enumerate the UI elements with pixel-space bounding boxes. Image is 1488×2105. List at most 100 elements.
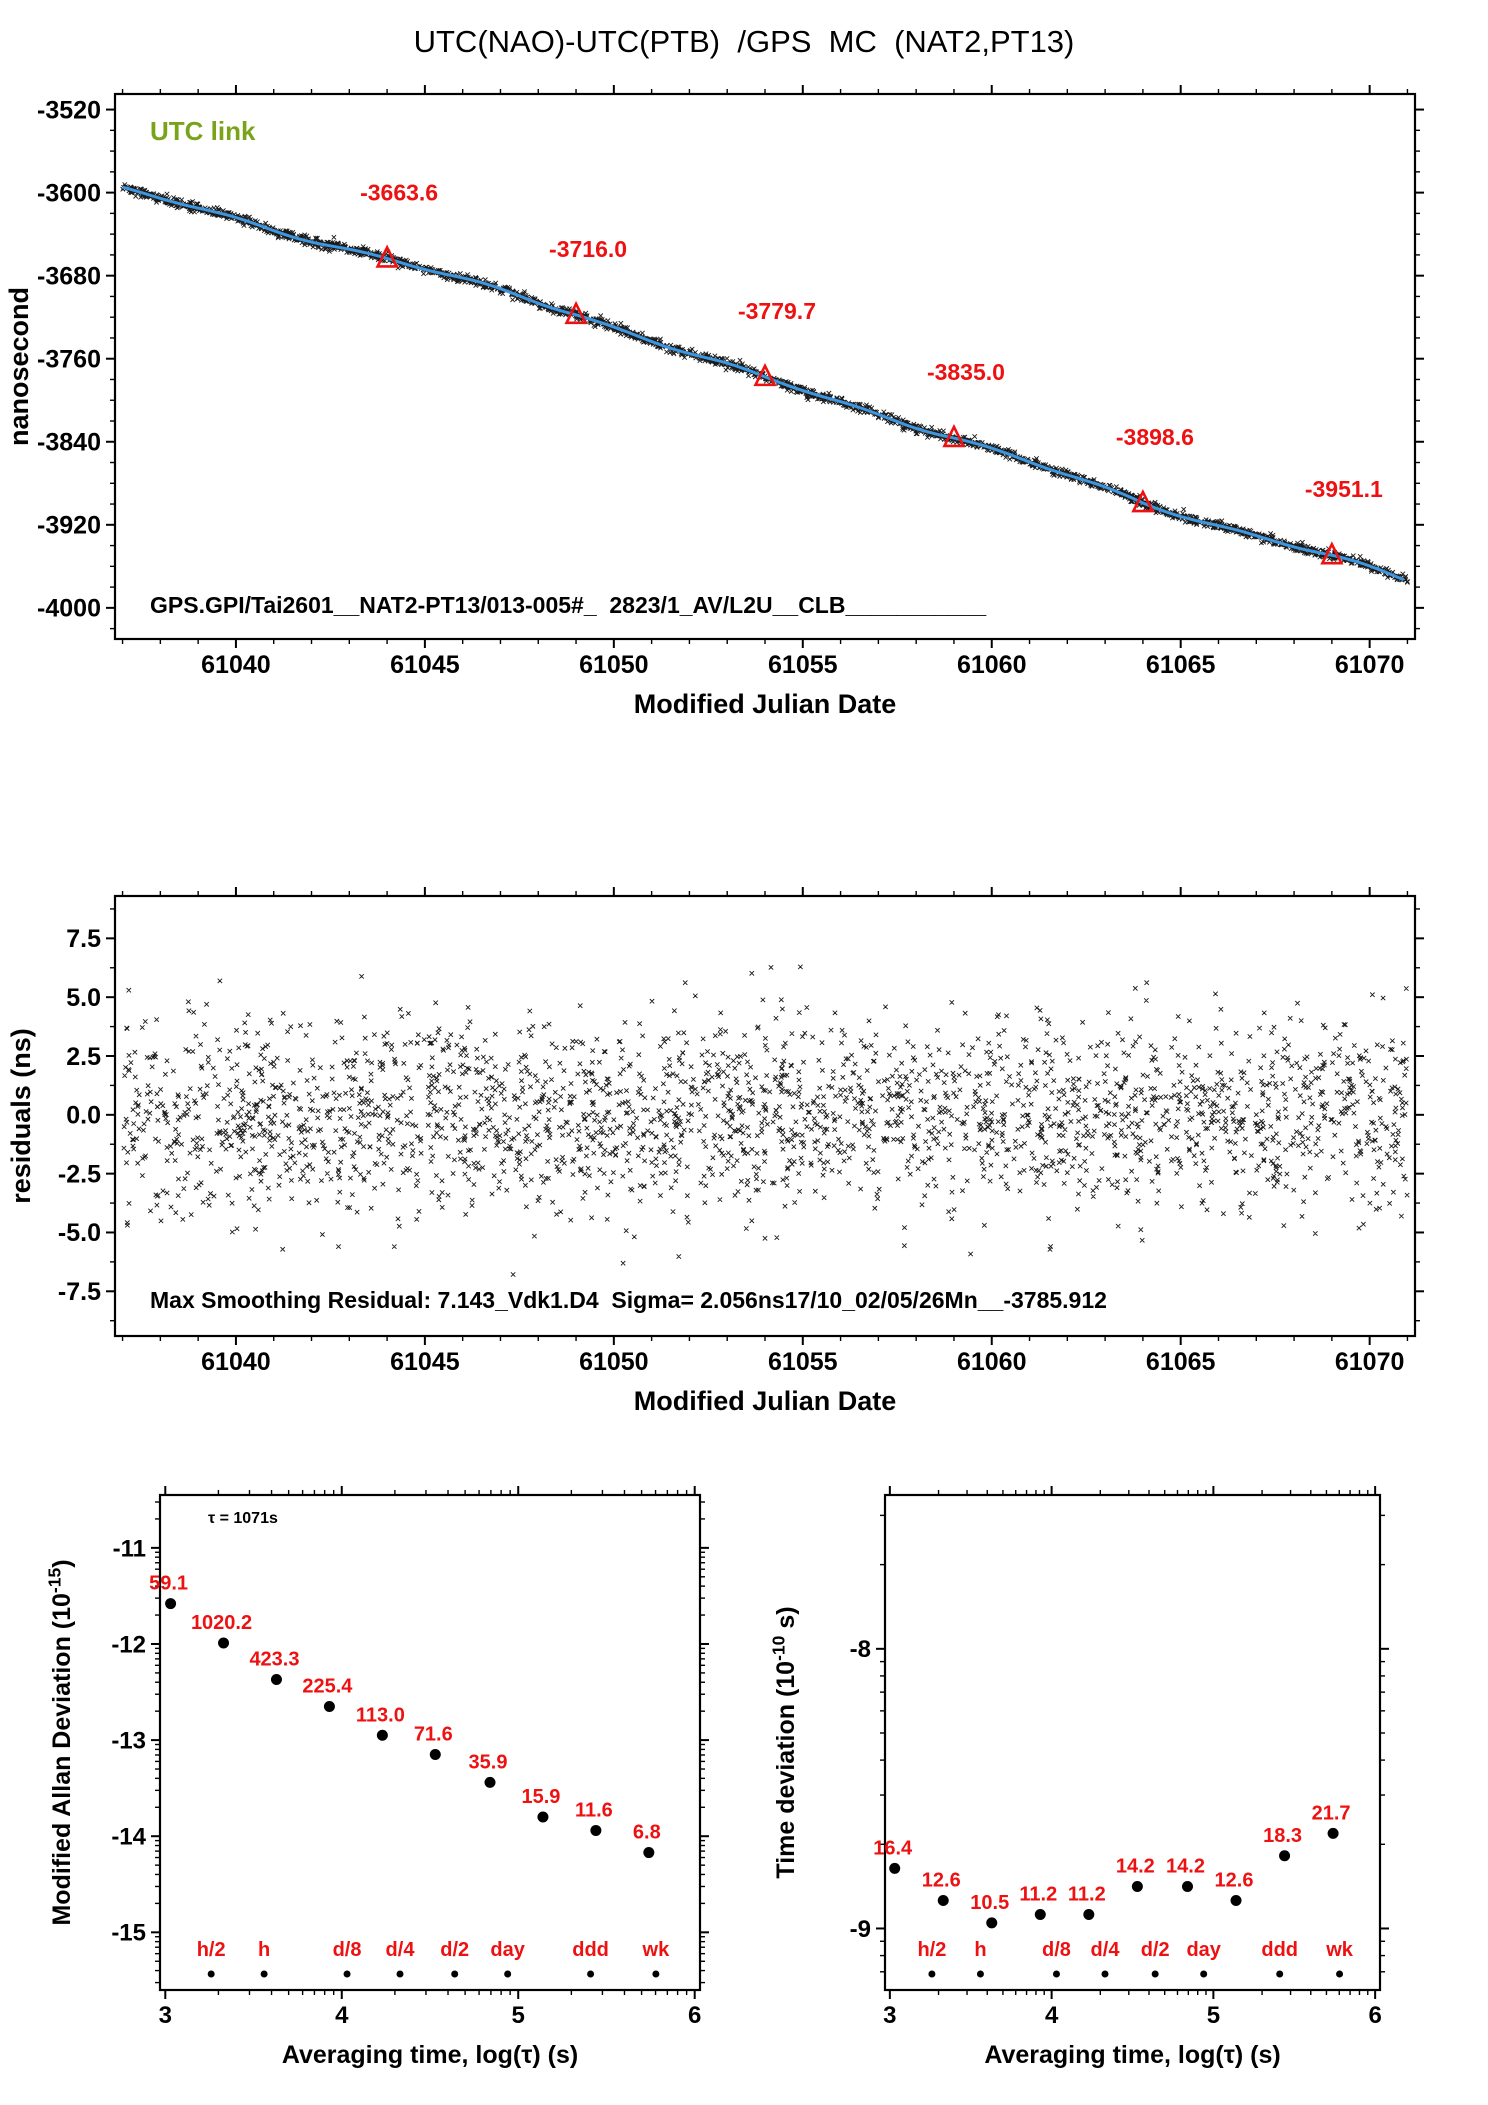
deviation-value-label: 12.6	[922, 1870, 961, 1892]
y-tick-label: -9	[850, 1916, 871, 1943]
calibration-triangle-marker	[1131, 489, 1155, 513]
deviation-value-label: 113.0	[356, 1704, 405, 1726]
marker-value-label: -3779.7	[738, 298, 816, 324]
deviation-value-label: 11.2	[1068, 1883, 1106, 1905]
y-tick-label: 7.5	[66, 925, 101, 953]
y-axis-title: residuals (ns)	[6, 1028, 36, 1204]
y-tick-label: -7.5	[58, 1278, 101, 1306]
y-tick-label: -11	[113, 1535, 146, 1562]
time-span-dot	[976, 1970, 984, 1978]
time-span-label: d/2	[440, 1939, 469, 1961]
deviation-point	[986, 1917, 998, 1929]
time-span-dot	[652, 1970, 660, 1978]
time-span-label: wk	[1325, 1939, 1354, 1961]
y-tick-label: -3760	[37, 345, 101, 373]
time-span-dot	[451, 1970, 459, 1978]
deviation-point	[1279, 1850, 1291, 1862]
x-axis-title: Averaging time, log(τ) (s)	[282, 2041, 578, 2069]
time-span-dot	[587, 1970, 595, 1978]
y-tick-label: 5.0	[66, 984, 101, 1012]
dataset-caption: GPS.GPI/Tai2601__NAT2-PT13/013-005#_ 282…	[150, 592, 986, 618]
x-tick-label: 5	[512, 2002, 525, 2029]
y-tick-label: -3520	[37, 96, 101, 124]
calibration-triangle-marker	[942, 424, 966, 448]
time-span-dot	[928, 1970, 936, 1978]
x-tick-label: 61045	[390, 651, 460, 679]
deviation-point	[165, 1598, 177, 1610]
y-tick-label: -3920	[37, 512, 101, 540]
y-tick-label: -3840	[37, 429, 101, 457]
calibration-triangle-marker	[753, 362, 777, 387]
deviation-point	[376, 1729, 388, 1741]
deviation-point	[889, 1862, 901, 1874]
x-tick-label: 6	[1368, 2002, 1381, 2029]
deviation-point	[323, 1700, 335, 1712]
page-title: UTC(NAO)-UTC(PTB) /GPS MC (NAT2,PT13)	[413, 24, 1075, 59]
time-span-label: d/2	[1141, 1939, 1170, 1961]
y-tick-label: 0.0	[66, 1102, 101, 1130]
deviation-value-label: 15.9	[521, 1786, 560, 1808]
marker-value-label: -3716.0	[549, 236, 627, 262]
deviation-point	[1327, 1827, 1339, 1839]
y-tick-label: -2.5	[58, 1160, 101, 1188]
time-span-label: ddd	[572, 1939, 609, 1961]
time-span-dot	[1151, 1970, 1159, 1978]
residuals-scatter	[121, 964, 1410, 1278]
calibration-triangle-marker	[564, 300, 588, 325]
marker-value-label: -3898.6	[1116, 424, 1194, 450]
y-axis-title: Modified Allan Deviation (10-15)	[45, 1559, 77, 1925]
y-tick-label: -5.0	[58, 1219, 101, 1247]
time-span-label: h	[974, 1939, 986, 1961]
deviation-point	[1182, 1881, 1193, 1893]
deviation-point	[218, 1637, 230, 1649]
deviation-value-label: 1020.2	[191, 1612, 252, 1634]
y-tick-label: -4000	[37, 595, 101, 623]
deviation-value-label: 71.6	[414, 1724, 453, 1746]
y-tick-label: -13	[111, 1727, 146, 1754]
deviation-point	[937, 1895, 949, 1907]
time-span-label: h/2	[197, 1939, 226, 1961]
tau-annotation: τ = 1071s	[208, 1510, 278, 1527]
time-span-dot	[396, 1970, 404, 1978]
x-tick-label: 61070	[1335, 651, 1405, 679]
x-tick-label: 61040	[201, 1348, 271, 1376]
time-span-label: day	[490, 1939, 525, 1961]
deviation-value-label: 18.3	[1263, 1825, 1302, 1847]
deviation-point	[1131, 1881, 1143, 1893]
x-tick-label: 61060	[957, 1348, 1027, 1376]
x-tick-label: 61050	[579, 651, 649, 679]
deviation-value-label: 14.2	[1166, 1856, 1205, 1878]
utc-link-label: UTC link	[150, 116, 256, 146]
plot-frame	[113, 894, 1417, 1338]
deviation-point	[537, 1811, 549, 1823]
time-span-dot	[207, 1970, 215, 1978]
deviation-value-label: 6.8	[633, 1822, 661, 1844]
calibration-triangle-marker	[1320, 541, 1344, 565]
modified-allan-deviation-chart: 3 4 5 6 -11 -12 -13 -14 -15 Averaging time, log(τ…	[45, 1486, 709, 2069]
deviation-value-label: 59.1	[149, 1573, 188, 1595]
x-tick-label: 61050	[579, 1348, 649, 1376]
time-span-dot	[1200, 1970, 1208, 1978]
time-span-label: wk	[642, 1939, 671, 1961]
x-tick-label: 61070	[1335, 1348, 1405, 1376]
x-tick-label: 3	[159, 2002, 172, 2029]
deviation-point	[1083, 1908, 1095, 1920]
deviation-value-label: 423.3	[249, 1649, 299, 1671]
marker-value-label: -3835.0	[927, 359, 1005, 385]
plot-frame	[883, 1493, 1382, 1992]
y-tick-label: -15	[111, 1920, 146, 1947]
x-axis-title: Modified Julian Date	[634, 689, 897, 719]
deviation-value-label: 10.5	[970, 1892, 1009, 1914]
deviation-value-label: 11.2	[1019, 1883, 1057, 1905]
time-span-dot	[1101, 1970, 1109, 1978]
calibration-triangle-marker	[375, 244, 399, 268]
time-span-label: ddd	[1261, 1939, 1298, 1961]
x-tick-label: 61055	[768, 1348, 838, 1376]
deviation-value-label: 11.6	[575, 1799, 613, 1821]
x-tick-label: 6	[688, 2002, 701, 2029]
time-span-label: h	[258, 1939, 270, 1961]
y-tick-label: -14	[111, 1824, 146, 1851]
x-axis-title: Averaging time, log(τ) (s)	[984, 2041, 1280, 2069]
y-tick-label: -3680	[37, 262, 101, 290]
